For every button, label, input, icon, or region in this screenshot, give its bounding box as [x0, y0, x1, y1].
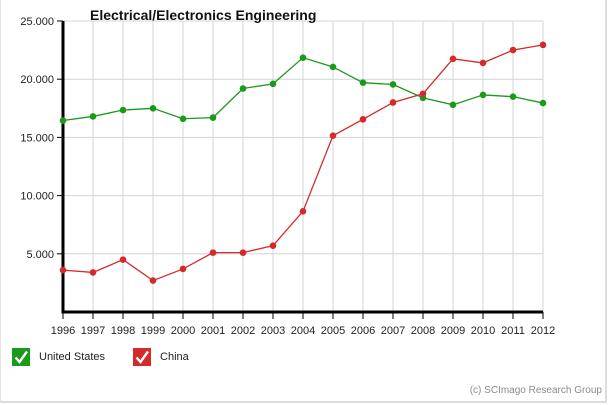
data-point-united-states: [89, 113, 97, 120]
y-tick-label: 25.000: [20, 16, 54, 28]
data-point-united-states: [359, 79, 367, 86]
legend: United States China: [12, 348, 217, 366]
x-tick-label: 1997: [81, 325, 105, 337]
series-united-states: [59, 54, 547, 124]
x-tick-label: 2012: [531, 325, 555, 337]
series: [59, 41, 547, 284]
data-point-united-states: [269, 80, 277, 88]
data-point-united-states: [449, 101, 457, 109]
data-point-united-states: [479, 91, 487, 99]
data-point-china: [359, 116, 367, 123]
y-tick-label: 10.000: [20, 191, 54, 203]
x-tick-label: 2008: [411, 325, 435, 337]
data-point-china: [539, 41, 547, 49]
x-tick-label: 2004: [291, 325, 315, 337]
x-tick-label: 1996: [51, 325, 75, 337]
legend-item-united-states[interactable]: United States: [12, 348, 105, 366]
data-point-united-states: [209, 114, 217, 121]
data-point-china: [269, 242, 277, 249]
data-point-united-states: [299, 54, 307, 61]
tick-labels: 5.000 10.000 15.000 20.000 25.000 1996 1997 199…: [20, 16, 555, 337]
grid: [63, 20, 544, 312]
data-point-china: [329, 132, 337, 139]
chart-title: Electrical/Electronics Engineering: [90, 7, 316, 23]
data-point-united-states: [119, 106, 127, 114]
data-point-united-states: [149, 105, 157, 112]
x-tick-label: 2000: [171, 325, 195, 337]
x-tick-label: 2001: [201, 325, 225, 337]
data-point-china: [209, 249, 217, 256]
x-tick-label: 2011: [501, 325, 525, 337]
checkbox-checked-icon[interactable]: [12, 348, 30, 366]
data-point-china: [239, 249, 247, 256]
data-point-china: [389, 99, 397, 106]
data-point-united-states: [539, 99, 547, 107]
data-point-china: [419, 90, 427, 98]
x-tick-label: 2009: [441, 325, 465, 337]
data-point-united-states: [389, 81, 397, 88]
line-chart: 5.000 10.000 15.000 20.000 25.000 1996 1997 199…: [20, 7, 555, 337]
data-point-china: [299, 208, 307, 215]
y-tick-label: 15.000: [20, 132, 54, 144]
data-point-united-states: [329, 63, 337, 71]
x-tick-label: 2005: [321, 325, 345, 337]
data-point-china: [449, 55, 457, 63]
x-tick-label: 2002: [231, 325, 255, 337]
y-tick-label: 5.000: [26, 249, 54, 261]
data-point-united-states: [179, 115, 187, 123]
x-tick-label: 2010: [471, 325, 495, 337]
legend-label: United States: [39, 351, 106, 363]
data-point-china: [59, 266, 67, 274]
x-tick-label: 1999: [141, 325, 165, 337]
axes: [57, 20, 544, 319]
data-point-china: [479, 59, 487, 67]
x-tick-label: 2007: [381, 325, 405, 337]
data-point-china: [119, 256, 127, 263]
series-china: [59, 41, 547, 284]
x-tick-label: 2003: [261, 325, 285, 337]
data-point-united-states: [509, 93, 517, 100]
data-point-china: [509, 46, 517, 54]
data-point-china: [179, 265, 187, 273]
checkbox-checked-icon[interactable]: [133, 348, 152, 366]
credit-text: (c) SCImago Research Group: [469, 385, 602, 396]
x-tick-label: 1998: [111, 325, 135, 337]
x-tick-label: 2006: [351, 325, 375, 337]
data-point-china: [89, 269, 97, 276]
legend-item-china[interactable]: China: [133, 348, 189, 366]
y-tick-label: 20.000: [20, 74, 54, 86]
data-point-united-states: [59, 117, 67, 124]
data-point-united-states: [239, 85, 247, 92]
legend-label: China: [160, 351, 189, 363]
data-point-china: [149, 277, 157, 284]
